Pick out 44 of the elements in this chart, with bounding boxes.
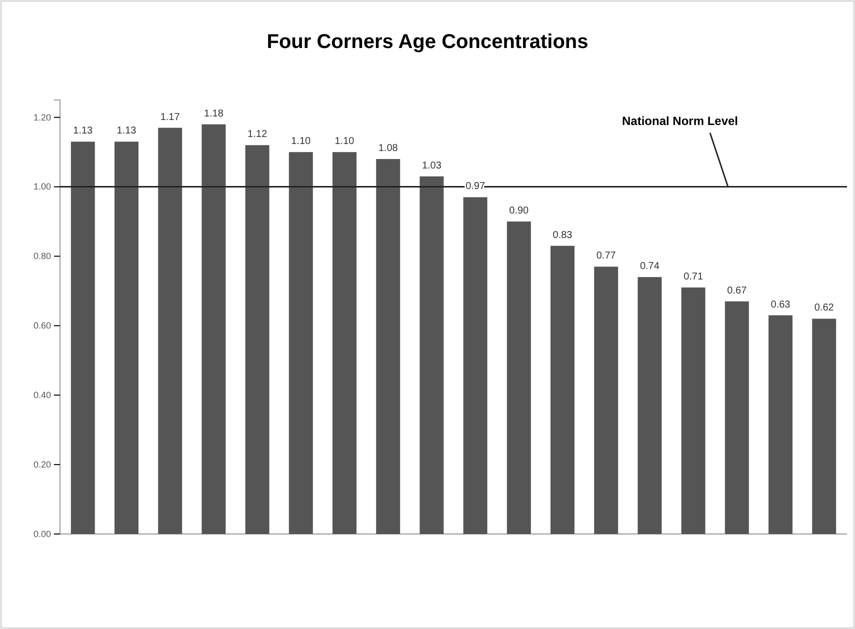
data-label: 1.13	[73, 126, 94, 137]
data-label: 0.83	[552, 230, 573, 241]
data-label: 0.62	[814, 302, 834, 314]
y-tick-label: 1.00	[33, 182, 51, 192]
data-label: 1.10	[291, 136, 312, 148]
y-tick-label: 1.20	[33, 112, 51, 122]
data-label: 1.12	[248, 129, 268, 140]
y-tick-label: 0.20	[33, 459, 51, 470]
bar	[376, 159, 400, 534]
bar	[114, 142, 138, 534]
bar	[812, 318, 836, 534]
ref-line-label: National Norm Level	[622, 114, 738, 128]
y-tick-label: 0.00	[33, 528, 51, 539]
y-tick-label: 0.60	[33, 320, 51, 331]
bar	[158, 128, 182, 534]
data-label: 0.63	[770, 299, 791, 310]
chart-title: Four Corners Age Concentrations	[266, 31, 588, 53]
bar	[420, 176, 444, 534]
y-tick-label: 0.80	[33, 251, 51, 262]
bar	[550, 246, 574, 534]
bar	[463, 197, 488, 534]
bar	[506, 222, 531, 534]
bar	[638, 277, 662, 534]
data-label: 1.13	[116, 126, 137, 137]
data-label: 1.17	[160, 112, 180, 123]
y-tick-label: 0.40	[33, 390, 51, 400]
bar	[288, 152, 313, 534]
bar	[245, 145, 270, 534]
data-label: 0.71	[684, 271, 704, 282]
bar	[724, 301, 749, 534]
data-label: 1.18	[204, 108, 224, 120]
bar	[681, 287, 706, 534]
data-label: 1.10	[334, 136, 355, 148]
bar	[594, 266, 618, 534]
bar	[768, 315, 792, 534]
data-label: 1.08	[378, 143, 398, 154]
data-label: 0.67	[727, 285, 748, 296]
data-label: 1.03	[422, 160, 442, 172]
data-label: 0.90	[509, 206, 530, 217]
bar	[202, 124, 226, 534]
bar	[332, 152, 356, 534]
bar	[70, 142, 95, 534]
data-label: 0.77	[596, 250, 616, 262]
data-label: 0.74	[640, 261, 660, 272]
